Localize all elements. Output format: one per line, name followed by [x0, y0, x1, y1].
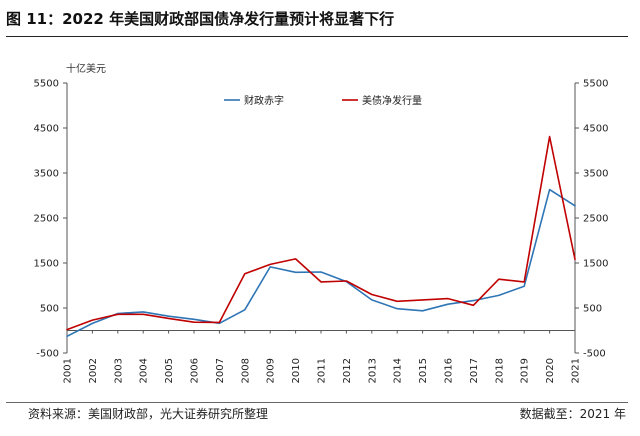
- x-tick-label: 2016: [444, 358, 455, 383]
- right-y-tick-label: 4500: [583, 124, 608, 135]
- x-tick-label: 2018: [494, 358, 505, 383]
- left-y-tick-label: 5500: [34, 79, 59, 90]
- footer-divider: [6, 402, 628, 403]
- x-tick-label: 2011: [317, 358, 328, 383]
- data-cutoff-note: 数据截至：2021 年: [519, 407, 626, 421]
- x-tick-label: 2003: [113, 358, 124, 383]
- x-tick-label: 2019: [520, 358, 531, 383]
- x-tick-label: 2006: [190, 358, 201, 383]
- left-y-tick-label: 1500: [34, 259, 59, 270]
- x-tick-label: 2010: [291, 358, 302, 383]
- x-tick-label: 2015: [418, 358, 429, 383]
- x-tick-label: 2020: [545, 358, 556, 383]
- x-tick-label: 2004: [139, 358, 150, 383]
- right-y-tick-label: 1500: [583, 259, 608, 270]
- x-tick-label: 2009: [266, 358, 277, 383]
- series-layer: [66, 135, 576, 338]
- right-y-tick-label: 3500: [583, 169, 608, 180]
- x-tick-label: 2012: [342, 358, 353, 383]
- x-tick-label: 2008: [240, 358, 251, 383]
- x-tick-label: 2014: [393, 358, 404, 383]
- left-y-tick-label: 4500: [34, 124, 59, 135]
- left-y-tick-label: 500: [40, 304, 59, 315]
- title-divider: [6, 36, 628, 37]
- x-tick-label: 2005: [164, 358, 175, 383]
- x-tick-label: 2001: [63, 358, 74, 383]
- x-tick-label: 2007: [215, 358, 226, 383]
- left-y-tick-label: 3500: [34, 169, 59, 180]
- figure-title: 图 11：2022 年美国财政部国债净发行量预计将显著下行: [6, 10, 395, 28]
- source-note: 资料来源：美国财政部，光大证券研究所整理: [28, 407, 269, 421]
- right-y-tick-label: 500: [583, 304, 602, 315]
- series-line-2: [66, 135, 576, 331]
- x-tick-label: 2021: [571, 358, 582, 383]
- series-line-1: [66, 188, 576, 338]
- x-tick-label: 2002: [88, 358, 99, 383]
- left-y-tick-label: -500: [36, 349, 59, 360]
- unit-label: 十亿美元: [66, 62, 106, 75]
- chart-legend: 财政赤字 美债净发行量: [224, 94, 422, 107]
- chart-axes: -500 -500 500 500 1500 1500 2500 2500 3500 3500 45…: [34, 79, 609, 384]
- legend-label-1: 财政赤字: [244, 94, 284, 107]
- right-y-tick-label: -500: [583, 349, 606, 360]
- right-y-tick-label: 2500: [583, 214, 608, 225]
- left-y-tick-label: 2500: [34, 214, 59, 225]
- right-y-tick-label: 5500: [583, 79, 608, 90]
- x-tick-label: 2013: [367, 358, 378, 383]
- legend-label-2: 美债净发行量: [362, 94, 422, 107]
- x-tick-label: 2017: [469, 358, 480, 383]
